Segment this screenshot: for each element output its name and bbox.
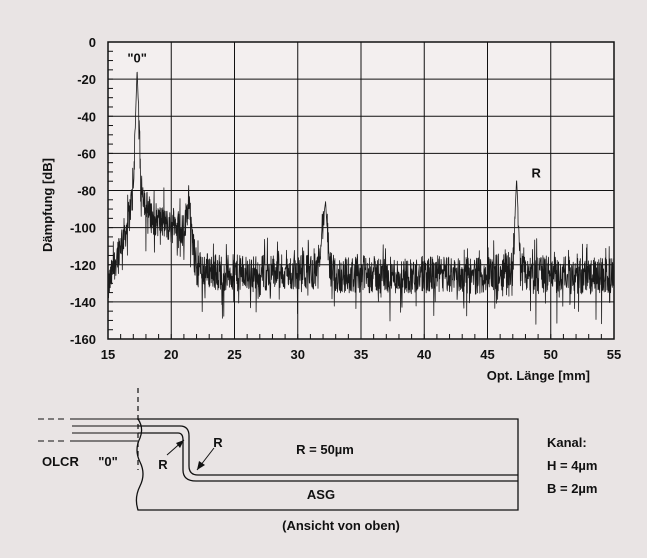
y-tick-label: -80 bbox=[77, 184, 96, 199]
radius-arrowhead-left bbox=[176, 440, 184, 448]
radius-arrowhead-right bbox=[197, 461, 205, 470]
x-tick-label: 20 bbox=[164, 347, 178, 362]
olcr-label: OLCR bbox=[42, 454, 79, 469]
y-tick-label: 0 bbox=[89, 35, 96, 50]
attenuation-chart: 15 20 25 30 35 40 45 50 55 0 -20 -40 -60 -80 -100 -120… bbox=[40, 35, 621, 383]
radius-value-label: R = 50µm bbox=[296, 442, 354, 457]
annotation-zero-label: "0" bbox=[127, 50, 147, 65]
y-tick-label: -140 bbox=[70, 295, 96, 310]
r-right-label: R bbox=[213, 435, 223, 450]
x-axis-label: Opt. Länge [mm] bbox=[487, 368, 590, 383]
view-caption: (Ansicht von oben) bbox=[282, 518, 400, 533]
width-label: B = 2µm bbox=[547, 481, 597, 496]
y-tick-label: -100 bbox=[70, 221, 96, 236]
waveguide-bend-outer bbox=[138, 425, 518, 476]
attenuation-trace bbox=[107, 71, 615, 325]
kanal-label: Kanal: bbox=[547, 435, 587, 450]
r-left-label: R bbox=[158, 457, 168, 472]
height-label: H = 4µm bbox=[547, 458, 597, 473]
y-tick-labels: 0 -20 -40 -60 -80 -100 -120 -140 -160 bbox=[70, 35, 96, 347]
zero-marker-label: "0" bbox=[98, 454, 118, 469]
x-tick-label: 30 bbox=[291, 347, 305, 362]
waveguide-bend-inner bbox=[138, 432, 518, 482]
minor-ticks bbox=[107, 41, 615, 340]
annotation-r-label: R bbox=[531, 165, 541, 180]
y-tick-label: -160 bbox=[70, 332, 96, 347]
x-tick-label: 40 bbox=[417, 347, 431, 362]
x-tick-label: 50 bbox=[544, 347, 558, 362]
y-axis-label: Dämpfung [dB] bbox=[40, 158, 55, 252]
x-tick-labels: 15 20 25 30 35 40 45 50 55 bbox=[101, 347, 621, 362]
x-tick-label: 35 bbox=[354, 347, 368, 362]
asg-label: ASG bbox=[307, 487, 335, 502]
x-tick-label: 55 bbox=[607, 347, 621, 362]
y-tick-label: -40 bbox=[77, 109, 96, 124]
y-tick-label: -120 bbox=[70, 258, 96, 273]
x-tick-label: 25 bbox=[227, 347, 241, 362]
schematic-labels: OLCR "0" R R R = 50µm ASG Kanal: H = 4µm… bbox=[42, 435, 597, 533]
waveguide-schematic bbox=[38, 388, 519, 511]
y-tick-label: -20 bbox=[77, 72, 96, 87]
x-tick-label: 45 bbox=[480, 347, 494, 362]
x-tick-label: 15 bbox=[101, 347, 115, 362]
y-tick-label: -60 bbox=[77, 146, 96, 161]
